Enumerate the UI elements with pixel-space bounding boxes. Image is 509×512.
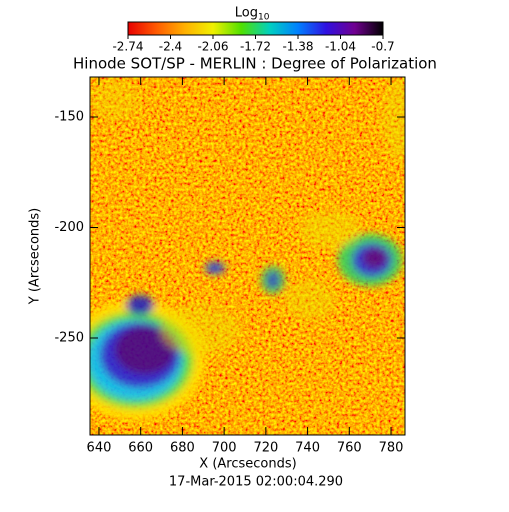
colorbar-tick-label: -1.38 xyxy=(282,40,313,54)
colorbar-tick-label: -1.04 xyxy=(325,40,356,54)
colorbar-tick-label: -0.7 xyxy=(371,40,394,54)
x-axis-label: X (Arcseconds) xyxy=(199,457,296,472)
x-tick-label: 660 xyxy=(128,441,153,456)
colorbar-label-sub: 10 xyxy=(258,13,270,23)
plot-frame xyxy=(89,76,406,436)
x-tick-label: 680 xyxy=(170,441,195,456)
y-axis-label: Y (Arcseconds) xyxy=(28,208,43,305)
colorbar xyxy=(127,21,384,36)
y-tick-label: -150 xyxy=(54,109,84,124)
image xyxy=(90,77,405,435)
colorbar-tick-label: -2.06 xyxy=(197,40,228,54)
x-tick-label: 760 xyxy=(337,441,362,456)
colorbar-tick-label: -1.72 xyxy=(240,40,271,54)
colorbar-tick-label: -2.74 xyxy=(112,40,143,54)
x-tick-label: 700 xyxy=(212,441,237,456)
y-tick-label: -200 xyxy=(54,220,84,235)
chart-title: Hinode SOT/SP - MERLIN : Degree of Polar… xyxy=(73,55,437,73)
colorbar-tick-label: -2.4 xyxy=(159,40,182,54)
y-tick-label: -250 xyxy=(54,330,84,345)
colorbar-label: Log xyxy=(235,6,258,21)
footer-date: 17-Mar-2015 02:00:04.290 xyxy=(169,475,343,490)
x-tick-label: 640 xyxy=(87,441,112,456)
x-tick-label: 720 xyxy=(253,441,278,456)
x-tick-label: 780 xyxy=(379,441,404,456)
x-tick-label: 740 xyxy=(295,441,320,456)
